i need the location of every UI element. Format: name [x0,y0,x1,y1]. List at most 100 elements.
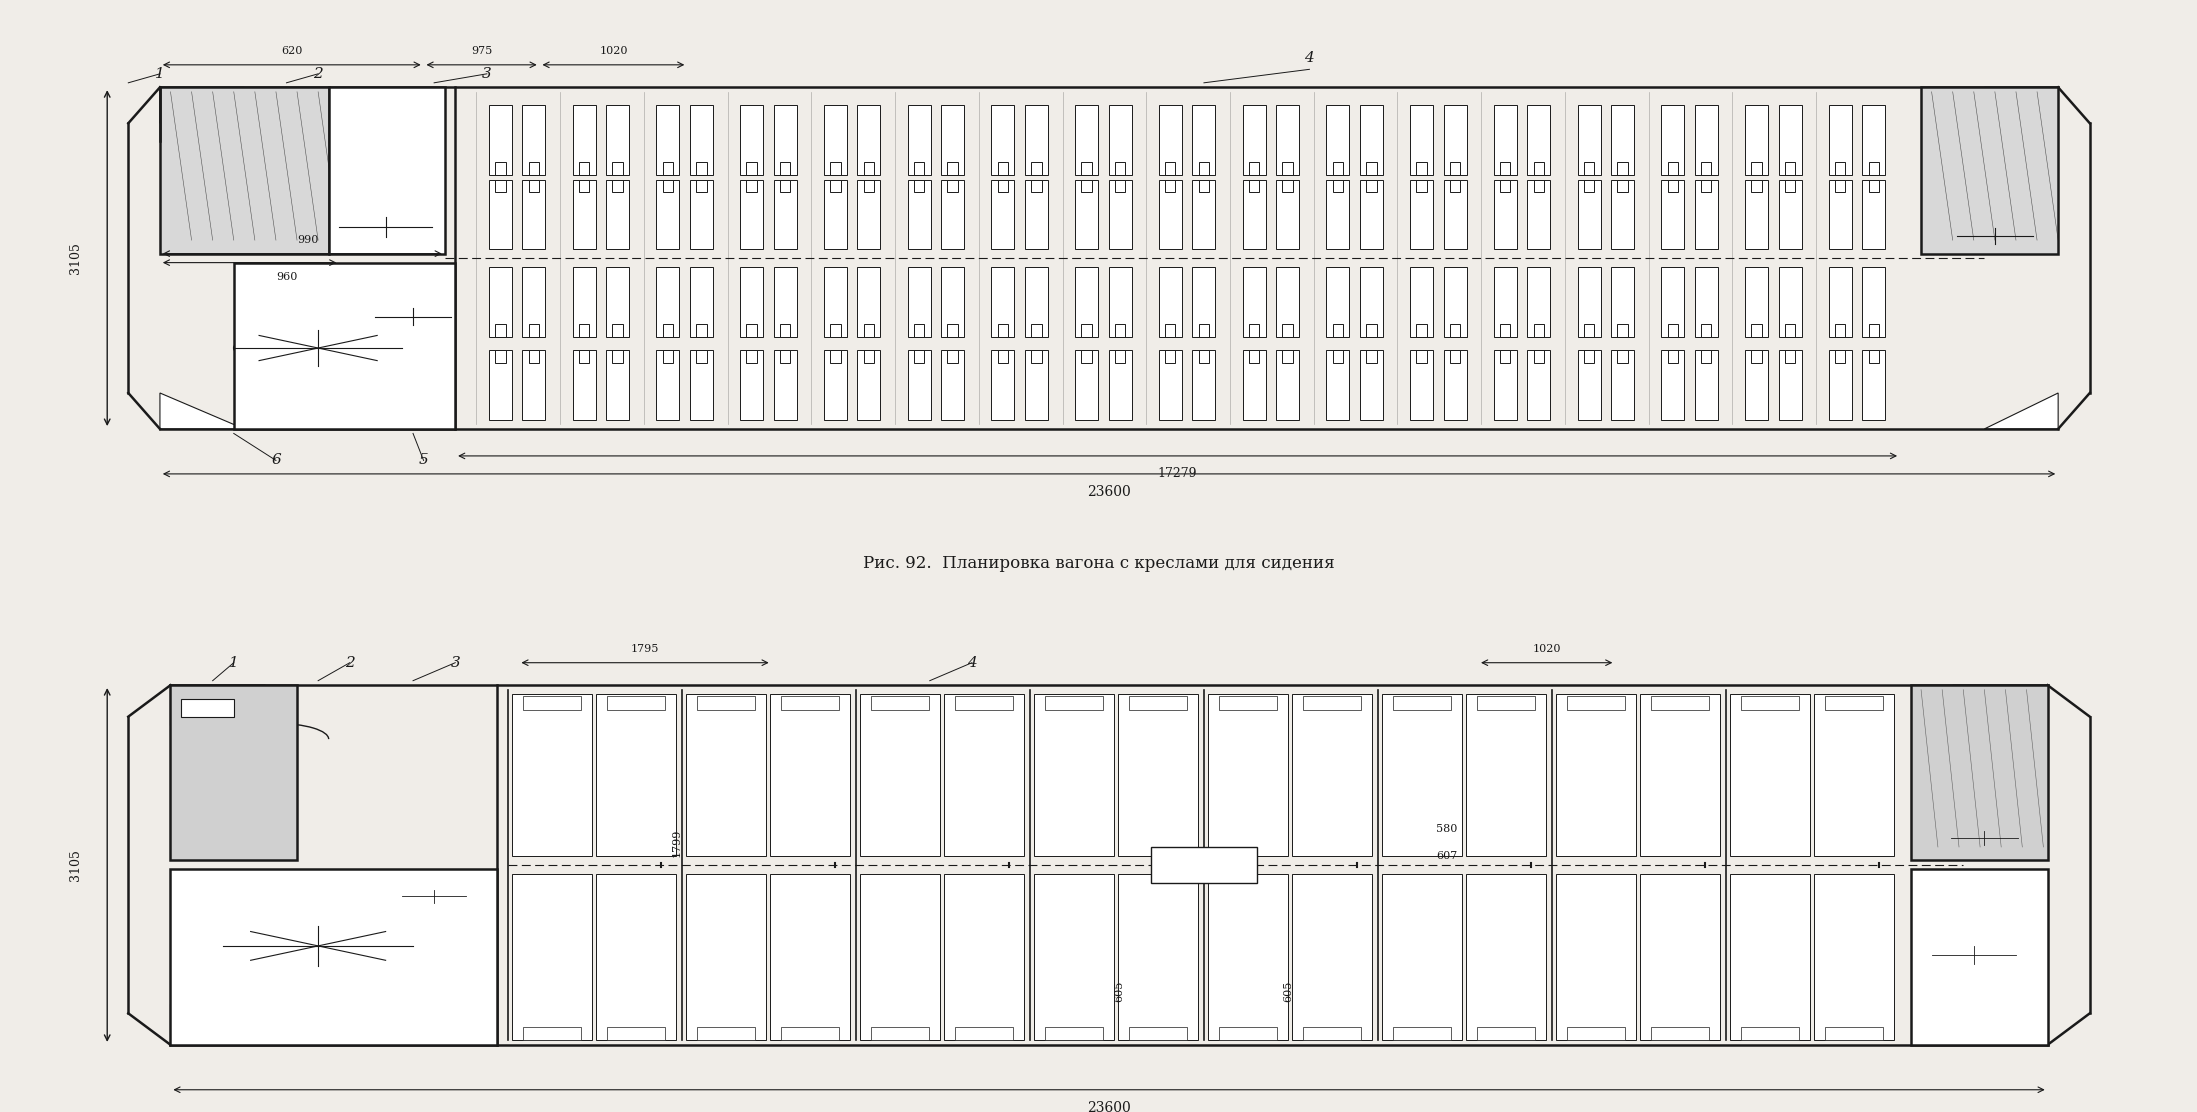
FancyBboxPatch shape [180,698,233,716]
FancyBboxPatch shape [857,106,881,175]
FancyBboxPatch shape [696,1026,756,1041]
FancyBboxPatch shape [1566,1026,1626,1041]
Text: 1020: 1020 [600,46,628,56]
FancyBboxPatch shape [613,162,622,175]
Text: 5: 5 [420,454,428,467]
FancyBboxPatch shape [830,162,841,175]
Text: 2: 2 [345,656,354,669]
FancyBboxPatch shape [1158,180,1182,249]
FancyBboxPatch shape [1639,874,1720,1041]
FancyBboxPatch shape [573,180,595,249]
FancyBboxPatch shape [1410,267,1432,337]
FancyBboxPatch shape [991,267,1015,337]
FancyBboxPatch shape [1360,350,1382,420]
FancyBboxPatch shape [523,106,545,175]
FancyBboxPatch shape [606,267,628,337]
FancyBboxPatch shape [606,350,628,420]
FancyBboxPatch shape [512,874,591,1041]
Polygon shape [1953,1004,2048,1045]
FancyBboxPatch shape [573,106,595,175]
FancyBboxPatch shape [580,350,589,363]
FancyBboxPatch shape [780,1026,839,1041]
FancyBboxPatch shape [1465,694,1547,856]
FancyBboxPatch shape [1248,350,1259,363]
FancyBboxPatch shape [1577,180,1602,249]
FancyBboxPatch shape [1164,162,1175,175]
FancyBboxPatch shape [861,874,940,1041]
FancyBboxPatch shape [1834,162,1845,175]
FancyBboxPatch shape [1334,324,1342,337]
FancyBboxPatch shape [1834,324,1845,337]
FancyBboxPatch shape [1610,267,1635,337]
FancyBboxPatch shape [740,106,762,175]
FancyBboxPatch shape [1700,180,1711,192]
FancyBboxPatch shape [1650,1026,1709,1041]
FancyBboxPatch shape [1327,267,1349,337]
FancyBboxPatch shape [1828,350,1852,420]
Text: 620: 620 [281,46,303,56]
FancyBboxPatch shape [1534,350,1544,363]
FancyBboxPatch shape [696,162,707,175]
FancyBboxPatch shape [1443,106,1468,175]
FancyBboxPatch shape [1024,106,1048,175]
FancyBboxPatch shape [1450,350,1461,363]
FancyBboxPatch shape [1158,267,1182,337]
FancyBboxPatch shape [1244,106,1265,175]
FancyBboxPatch shape [1410,350,1432,420]
Text: 605: 605 [1114,980,1125,1002]
Text: 4: 4 [967,656,978,669]
FancyBboxPatch shape [606,1026,666,1041]
Ellipse shape [360,222,413,230]
FancyBboxPatch shape [1476,696,1536,709]
FancyBboxPatch shape [663,350,672,363]
FancyBboxPatch shape [1700,324,1711,337]
FancyBboxPatch shape [780,350,791,363]
Text: 4: 4 [1305,51,1314,64]
FancyBboxPatch shape [773,106,798,175]
Text: 1799: 1799 [672,828,681,856]
FancyBboxPatch shape [233,262,455,429]
Text: 1: 1 [228,656,239,669]
FancyBboxPatch shape [171,870,497,1045]
FancyBboxPatch shape [490,267,512,337]
FancyBboxPatch shape [1303,1026,1362,1041]
FancyBboxPatch shape [1584,180,1595,192]
FancyBboxPatch shape [1193,180,1215,249]
FancyBboxPatch shape [870,1026,929,1041]
FancyBboxPatch shape [1661,267,1685,337]
FancyBboxPatch shape [1501,162,1512,175]
FancyBboxPatch shape [1450,180,1461,192]
FancyBboxPatch shape [1417,180,1426,192]
FancyBboxPatch shape [1450,162,1461,175]
FancyBboxPatch shape [947,350,958,363]
FancyBboxPatch shape [857,350,881,420]
Circle shape [233,330,402,366]
FancyBboxPatch shape [1527,267,1551,337]
FancyBboxPatch shape [1828,106,1852,175]
FancyBboxPatch shape [1443,180,1468,249]
FancyBboxPatch shape [580,324,589,337]
FancyBboxPatch shape [1661,180,1685,249]
FancyBboxPatch shape [870,696,929,709]
FancyBboxPatch shape [1610,180,1635,249]
FancyBboxPatch shape [1694,267,1718,337]
FancyBboxPatch shape [780,696,839,709]
Text: 23600: 23600 [1088,1101,1131,1112]
FancyBboxPatch shape [685,874,767,1041]
FancyBboxPatch shape [773,267,798,337]
FancyBboxPatch shape [529,180,538,192]
FancyBboxPatch shape [1030,324,1041,337]
FancyBboxPatch shape [1751,324,1762,337]
FancyBboxPatch shape [740,350,762,420]
FancyBboxPatch shape [857,267,881,337]
FancyBboxPatch shape [1731,874,1810,1041]
FancyBboxPatch shape [1114,162,1125,175]
FancyBboxPatch shape [171,685,297,861]
FancyBboxPatch shape [1164,180,1175,192]
FancyBboxPatch shape [1780,267,1802,337]
FancyBboxPatch shape [1911,685,2048,861]
FancyBboxPatch shape [1393,1026,1452,1041]
FancyBboxPatch shape [1208,874,1287,1041]
FancyBboxPatch shape [1494,106,1516,175]
FancyBboxPatch shape [1024,180,1048,249]
